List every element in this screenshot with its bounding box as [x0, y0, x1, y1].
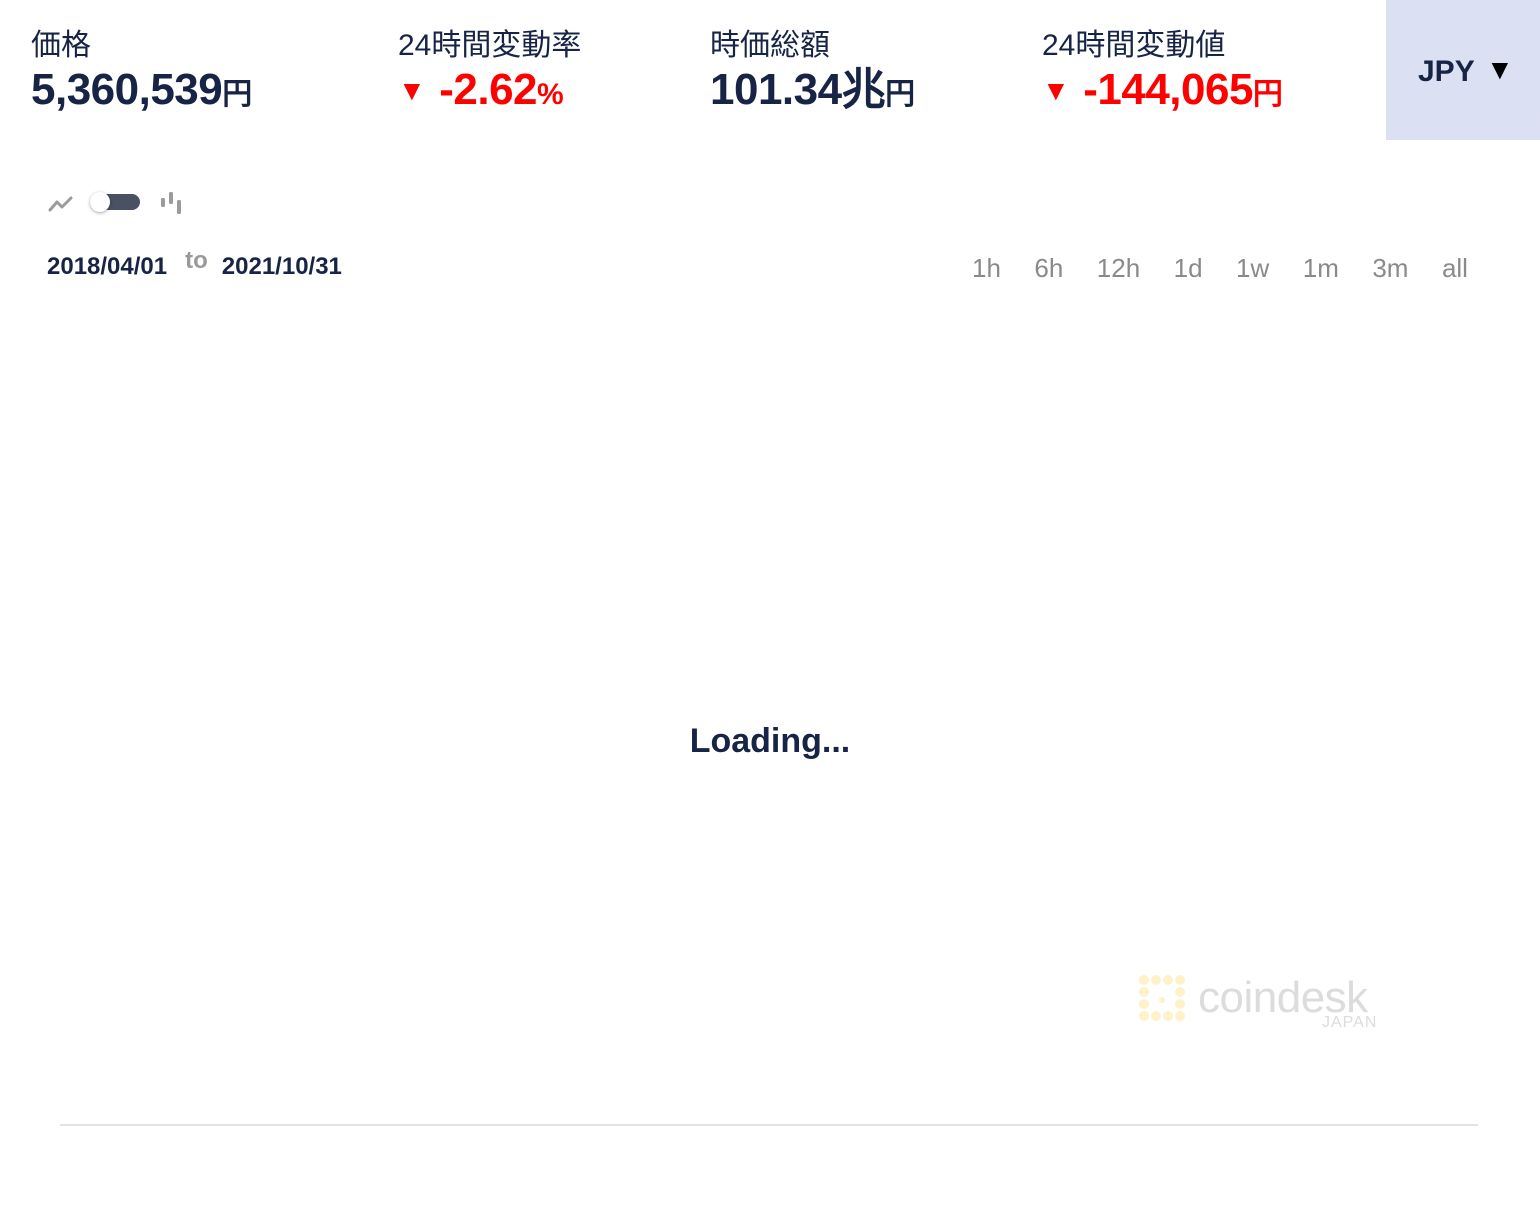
change-pct-unit: % [537, 78, 564, 111]
range-1w[interactable]: 1w [1236, 253, 1270, 283]
candlestick-icon[interactable] [160, 190, 184, 216]
market-cap-stat: 時価総額 101.34兆円 [710, 28, 915, 121]
market-cap-number: 101.34兆 [710, 65, 886, 114]
change-value-unit: 円 [1252, 78, 1283, 111]
market-cap-value: 101.34兆円 [710, 64, 915, 121]
date-to-field[interactable]: 2021/10/31 [221, 253, 342, 280]
range-all[interactable]: all [1441, 253, 1468, 283]
market-stats-bar: 価格 5,360,539円 24時間変動率 ▼ -2.62% 時価総額 101.3… [0, 0, 1540, 140]
price-stat: 価格 5,360,539円 [31, 28, 252, 121]
coindesk-logo-icon [1138, 974, 1186, 1022]
change-pct-value: ▼ -2.62% [398, 64, 581, 121]
change-pct-number: -2.62 [439, 65, 538, 114]
range-1h[interactable]: 1h [972, 253, 1001, 283]
down-arrow-icon: ▼ [398, 75, 426, 106]
time-range-selector: 1h 6h 12h 1d 1w 1m 3m all [960, 250, 1480, 286]
range-12h[interactable]: 12h [1096, 253, 1141, 283]
currency-selected-value: JPY [1418, 55, 1475, 88]
change-value-number: -144,065 [1083, 65, 1253, 114]
coindesk-watermark: coindesk JAPAN [1138, 972, 1388, 1034]
price-value: 5,360,539円 [31, 64, 252, 121]
market-cap-label: 時価総額 [710, 29, 830, 62]
chart-loading-text: Loading... [689, 722, 851, 760]
bottom-divider [60, 1124, 1478, 1126]
price-number: 5,360,539 [31, 65, 223, 114]
switch-knob [90, 192, 110, 212]
date-range: 2018/04/01 to 2021/10/31 [47, 247, 342, 284]
market-cap-unit: 円 [885, 78, 916, 111]
range-1m[interactable]: 1m [1302, 253, 1339, 283]
coindesk-wordmark: coindesk [1198, 973, 1368, 1022]
chart-type-toggle [48, 186, 198, 220]
coindesk-subtitle: JAPAN [1322, 1014, 1378, 1031]
change-pct-label: 24時間変動率 [398, 29, 582, 62]
price-label: 価格 [31, 29, 91, 62]
change-value-stat: 24時間変動値 ▼ -144,065円 [1042, 28, 1283, 121]
date-from-field[interactable]: 2018/04/01 [47, 253, 168, 280]
change-value-value: ▼ -144,065円 [1042, 64, 1283, 121]
caret-down-icon: ▼ [1486, 54, 1514, 85]
change-value-label: 24時間変動値 [1042, 29, 1226, 62]
line-chart-icon[interactable] [48, 192, 74, 214]
change-pct-stat: 24時間変動率 ▼ -2.62% [398, 28, 581, 121]
price-unit: 円 [222, 78, 253, 111]
range-3m[interactable]: 3m [1372, 253, 1409, 283]
down-arrow-icon: ▼ [1042, 75, 1070, 106]
range-1d[interactable]: 1d [1173, 253, 1203, 283]
date-range-separator: to [185, 247, 208, 274]
currency-select[interactable]: JPY ▼ [1386, 0, 1540, 140]
range-6h[interactable]: 6h [1034, 253, 1064, 283]
chart-mode-switch[interactable] [90, 192, 188, 212]
